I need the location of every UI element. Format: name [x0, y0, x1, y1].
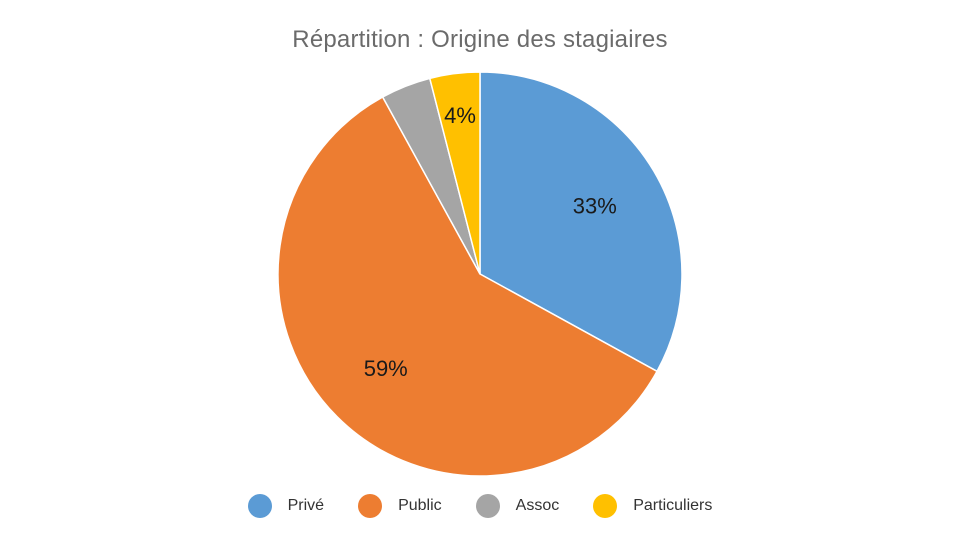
- legend: Privé Public Assoc Particuliers: [0, 494, 960, 518]
- legend-swatch: [593, 494, 618, 518]
- legend-item-public: Public: [358, 494, 442, 518]
- legend-swatch: [358, 494, 383, 518]
- data-label-prive: 33%: [573, 194, 617, 219]
- legend-swatch: [475, 494, 500, 518]
- pie-slice-prive: [479, 71, 683, 373]
- data-label-public: 59%: [364, 356, 408, 381]
- legend-label: Public: [398, 497, 442, 514]
- data-label-particuliers: 4%: [444, 103, 476, 128]
- legend-label: Assoc: [515, 497, 560, 514]
- pie-slice-public: [277, 95, 659, 477]
- legend-item-prive: Privé: [247, 494, 325, 518]
- legend-item-particuliers: Particuliers: [593, 494, 712, 518]
- pie-slice-particuliers: [428, 71, 481, 275]
- legend-swatch: [247, 494, 272, 518]
- legend-label: Particuliers: [633, 497, 713, 514]
- legend-item-assoc: Assoc: [475, 494, 560, 518]
- legend-label: Privé: [287, 497, 325, 514]
- chart-title: Répartition : Origine des stagiaires: [292, 26, 668, 53]
